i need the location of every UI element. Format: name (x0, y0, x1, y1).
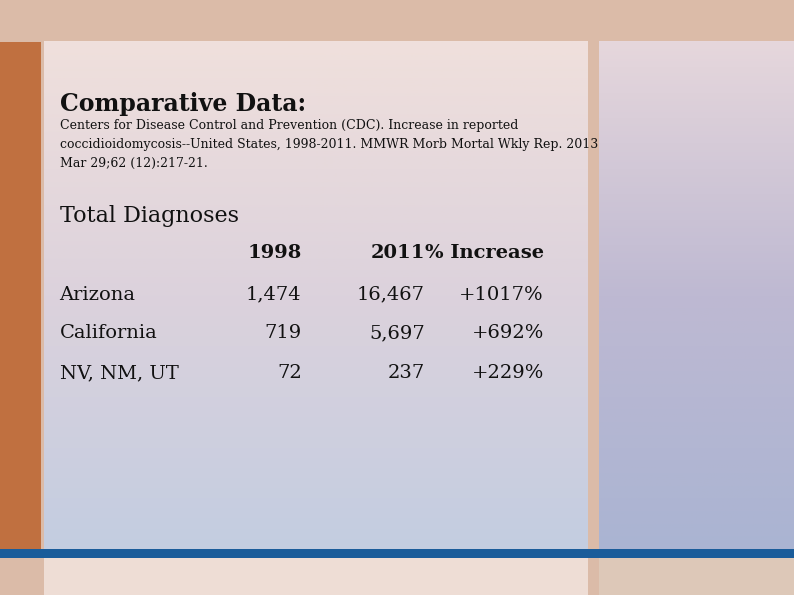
FancyBboxPatch shape (0, 551, 41, 595)
Text: NV, NM, UT: NV, NM, UT (60, 364, 179, 382)
Text: 1,474: 1,474 (246, 286, 302, 303)
Text: 16,467: 16,467 (357, 286, 425, 303)
FancyBboxPatch shape (0, 549, 794, 558)
FancyBboxPatch shape (0, 42, 41, 550)
Text: California: California (60, 324, 157, 342)
FancyBboxPatch shape (0, 558, 41, 595)
Text: Total Diagnoses: Total Diagnoses (60, 205, 238, 227)
Text: 2011: 2011 (370, 244, 425, 262)
Text: +229%: +229% (472, 364, 544, 382)
Text: 5,697: 5,697 (369, 324, 425, 342)
Text: 1998: 1998 (248, 244, 302, 262)
Text: 72: 72 (277, 364, 302, 382)
Text: Arizona: Arizona (60, 286, 136, 303)
Text: Comparative Data:: Comparative Data: (60, 92, 306, 116)
Text: Centers for Disease Control and Prevention (CDC). Increase in reported
coccidioi: Centers for Disease Control and Preventi… (60, 119, 598, 170)
Text: 237: 237 (387, 364, 425, 382)
Text: +1017%: +1017% (459, 286, 544, 303)
Text: +692%: +692% (472, 324, 544, 342)
Text: 719: 719 (264, 324, 302, 342)
Text: % Increase: % Increase (425, 244, 544, 262)
FancyBboxPatch shape (44, 551, 588, 595)
FancyBboxPatch shape (599, 551, 794, 595)
